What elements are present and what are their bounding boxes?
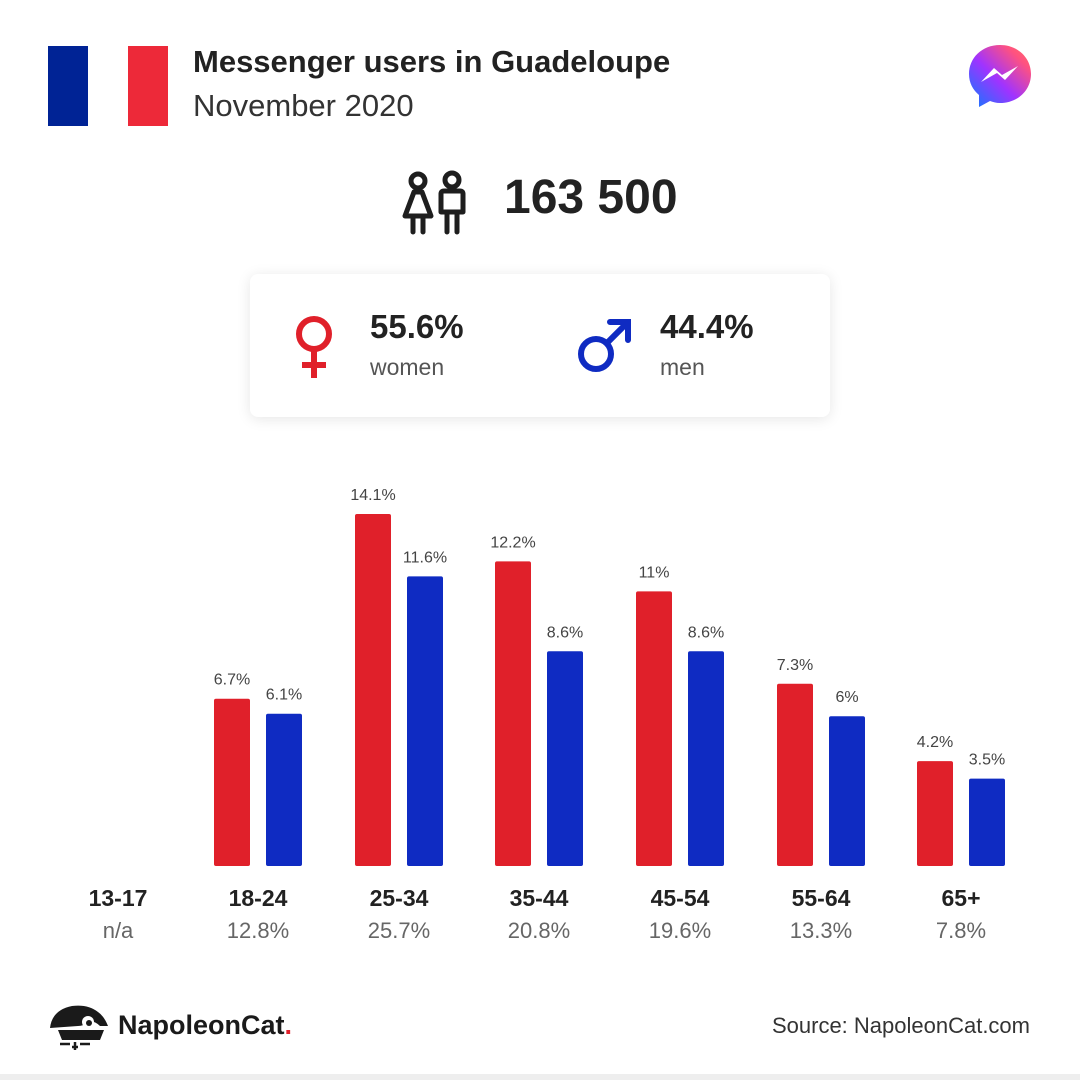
- data-label-s1-1: 6.1%: [266, 687, 302, 704]
- men-percentage: 44.4%: [660, 308, 754, 345]
- category-total-3: 20.8%: [508, 918, 570, 943]
- data-label-s1-6: 3.5%: [969, 752, 1005, 769]
- category-label-6: 65+: [941, 885, 980, 911]
- category-total-1: 12.8%: [227, 918, 289, 943]
- bar-s0-5: [777, 683, 813, 866]
- bar-s0-3: [495, 561, 531, 866]
- gender-card: 55.6% women 44.4% men: [250, 274, 830, 417]
- flag-stripe-white: [88, 46, 128, 126]
- women-label: women: [370, 354, 445, 380]
- category-total-2: 25.7%: [368, 918, 430, 943]
- data-label-s0-4: 11%: [639, 564, 670, 581]
- data-label-s0-3: 12.2%: [490, 534, 535, 551]
- category-label-4: 45-54: [651, 885, 710, 911]
- france-flag-icon: [48, 46, 168, 126]
- flag-stripe-blue: [48, 46, 88, 126]
- category-total-6: 7.8%: [936, 918, 986, 943]
- data-label-s0-1: 6.7%: [214, 672, 250, 689]
- bar-s1-3: [547, 651, 583, 866]
- men-label: men: [660, 354, 705, 380]
- data-label-s1-4: 8.6%: [688, 624, 724, 641]
- bar-s1-4: [688, 651, 724, 866]
- male-symbol-icon: [578, 319, 631, 372]
- source-text: Source: NapoleonCat.com: [771, 1013, 1030, 1038]
- messenger-icon: [969, 45, 1031, 107]
- category-label-5: 55-64: [792, 885, 851, 911]
- category-label-0: 13-17: [89, 885, 148, 911]
- total-users: 163 500: [504, 171, 678, 224]
- people-icon: [402, 170, 466, 235]
- page-subtitle: November 2020: [193, 88, 414, 123]
- category-total-0: n/a: [103, 918, 134, 943]
- category-label-2: 25-34: [370, 885, 429, 911]
- data-label-s1-3: 8.6%: [547, 624, 583, 641]
- bottom-divider: [0, 1074, 1080, 1080]
- data-label-s0-6: 4.2%: [917, 734, 953, 751]
- brand-name-text: NapoleonCat: [118, 1010, 285, 1040]
- category-total-5: 13.3%: [790, 918, 852, 943]
- category-label-1: 18-24: [229, 885, 288, 911]
- data-label-s1-5: 6%: [835, 689, 858, 706]
- bar-s0-4: [636, 591, 672, 866]
- age-bar-chart: 13-17 n/a 6.7% 6.1% 18-24 12.8% 14.1% 11.6% 25-3…: [89, 487, 1006, 943]
- bar-s1-6: [969, 778, 1005, 866]
- female-symbol-icon: [296, 316, 332, 378]
- napoleoncat-logo-icon: [50, 1005, 108, 1050]
- bar-s0-6: [917, 761, 953, 866]
- category-label-3: 35-44: [510, 885, 569, 911]
- bar-s1-2: [407, 576, 443, 866]
- bar-s0-2: [355, 514, 391, 866]
- data-label-s0-5: 7.3%: [777, 657, 813, 674]
- page-title: Messenger users in Guadeloupe: [193, 44, 671, 79]
- bar-s0-1: [214, 698, 250, 866]
- women-percentage: 55.6%: [370, 308, 464, 345]
- data-label-s1-2: 11.6%: [403, 549, 447, 566]
- category-total-4: 19.6%: [649, 918, 711, 943]
- brand-name: NapoleonCat.: [118, 1010, 292, 1041]
- data-label-s0-2: 14.1%: [350, 487, 395, 504]
- flag-stripe-red: [128, 46, 168, 126]
- bar-s1-1: [266, 713, 302, 866]
- brand-dot: .: [284, 1010, 293, 1040]
- bar-s1-5: [829, 716, 865, 866]
